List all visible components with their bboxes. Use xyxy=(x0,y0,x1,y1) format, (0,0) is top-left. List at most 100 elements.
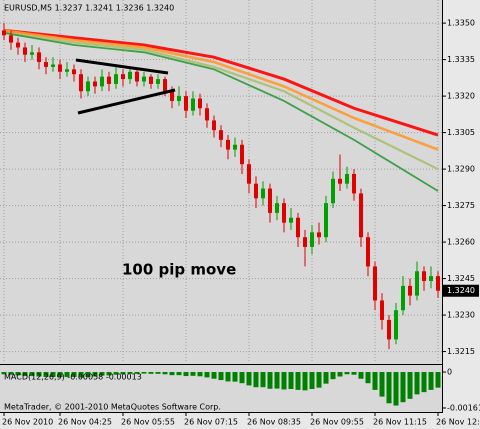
candle-body xyxy=(15,42,20,48)
candle-body xyxy=(148,76,153,84)
candle-body xyxy=(50,64,55,67)
candle-body xyxy=(71,69,76,75)
candle-body xyxy=(85,81,90,92)
y-tick-label: 1.3350 xyxy=(447,19,475,28)
macd-bar xyxy=(372,372,378,390)
macd-bar xyxy=(36,372,42,377)
candle-body xyxy=(197,98,202,109)
candle-body xyxy=(422,271,427,282)
candle-body xyxy=(64,69,69,72)
macd-bar xyxy=(15,372,21,376)
candle-body xyxy=(190,98,195,111)
macd-bar xyxy=(71,372,77,377)
macd-bar xyxy=(29,372,35,377)
chart-title: EURUSD,M5 1.3237 1.3241 1.3236 1.3240 xyxy=(4,4,174,13)
macd-bar xyxy=(232,372,238,382)
moving-average xyxy=(3,29,439,151)
macd-bar xyxy=(106,372,112,376)
price-axis-bg xyxy=(442,0,480,429)
candle-body xyxy=(331,178,336,204)
macd-bar xyxy=(1,372,7,375)
x-tick-label: 26 Nov 07:15 xyxy=(184,418,238,427)
candle-body xyxy=(204,108,209,121)
candle-body xyxy=(429,276,434,282)
macd-bar xyxy=(323,372,329,384)
macd-bar xyxy=(400,372,406,403)
macd-bar xyxy=(428,372,434,390)
macd-bar xyxy=(176,372,182,376)
candle-body xyxy=(226,139,231,150)
macd-bar xyxy=(386,372,392,404)
candle-body xyxy=(303,237,308,247)
macd-bar xyxy=(281,372,287,390)
macd-bar xyxy=(113,372,119,375)
macd-bar xyxy=(99,372,105,376)
x-tick-label: 26 Nov 04:25 xyxy=(58,418,112,427)
candle-body xyxy=(183,96,188,111)
macd-bar xyxy=(197,372,203,377)
candle-body xyxy=(141,76,146,82)
x-tick-label: 26 Nov 11:15 xyxy=(373,418,427,427)
candle-body xyxy=(338,178,343,184)
candle-body xyxy=(275,203,280,213)
candle-body xyxy=(436,276,441,291)
candle-body xyxy=(317,232,322,238)
candle-body xyxy=(99,76,104,87)
annotation: 100 pip move xyxy=(122,261,236,279)
candle-body xyxy=(233,144,238,150)
time-axis-bg xyxy=(0,413,480,429)
macd-bar xyxy=(316,372,322,388)
candle-body xyxy=(211,120,216,131)
triangle-line xyxy=(75,58,169,75)
macd-bar xyxy=(337,372,343,377)
candle-body xyxy=(1,30,6,36)
candle-body xyxy=(387,319,392,340)
candle-body xyxy=(113,74,118,84)
macd-bar xyxy=(169,372,175,376)
macd-bar xyxy=(120,372,126,375)
candle-body xyxy=(162,79,167,92)
candle-body xyxy=(57,64,62,72)
candle-body xyxy=(219,130,223,140)
macd-bar xyxy=(92,372,98,377)
candle-body xyxy=(366,237,371,267)
footer: MetaTrader, © 2001-2010 MetaQuotes Softw… xyxy=(4,403,221,412)
candle-body xyxy=(22,47,27,55)
macd-bar xyxy=(78,372,84,378)
x-tick-label: 26 Nov 09:55 xyxy=(310,418,364,427)
candle-body xyxy=(176,96,181,101)
macd-bar xyxy=(274,372,280,389)
x-tick-label: 26 Nov 05:55 xyxy=(121,418,175,427)
y-tick-label: 1.3215 xyxy=(447,347,475,356)
macd-bar xyxy=(246,372,252,386)
macd-bar xyxy=(190,372,196,376)
candle-body xyxy=(247,164,252,184)
y-tick-label: 1.3245 xyxy=(447,274,475,283)
macd-bar xyxy=(64,372,70,377)
candle-body xyxy=(345,173,350,184)
y-tick-label: -0.00161 xyxy=(447,403,480,412)
moving-average xyxy=(3,28,439,137)
candle-body xyxy=(155,79,160,84)
macd-bar xyxy=(358,372,364,379)
candle-body xyxy=(289,217,294,223)
candle-body xyxy=(36,52,41,63)
candle-body xyxy=(120,74,125,80)
macd-bar xyxy=(225,372,231,382)
candle-body xyxy=(310,232,315,247)
macd-bar xyxy=(435,372,441,388)
macd-bar xyxy=(393,372,399,406)
candle-body xyxy=(169,91,174,101)
y-tick-label: 1.3230 xyxy=(447,311,475,320)
y-tick-label: 1.3290 xyxy=(447,165,475,174)
macd-bar xyxy=(57,372,63,378)
y-tick-label: 0 xyxy=(447,368,452,377)
macd-bar xyxy=(50,372,56,377)
macd-bar xyxy=(407,372,413,399)
candle-body xyxy=(92,81,97,87)
macd-bar xyxy=(43,372,49,377)
macd-bar xyxy=(302,372,308,391)
macd-bar xyxy=(351,372,357,375)
current-price-box xyxy=(443,284,479,297)
